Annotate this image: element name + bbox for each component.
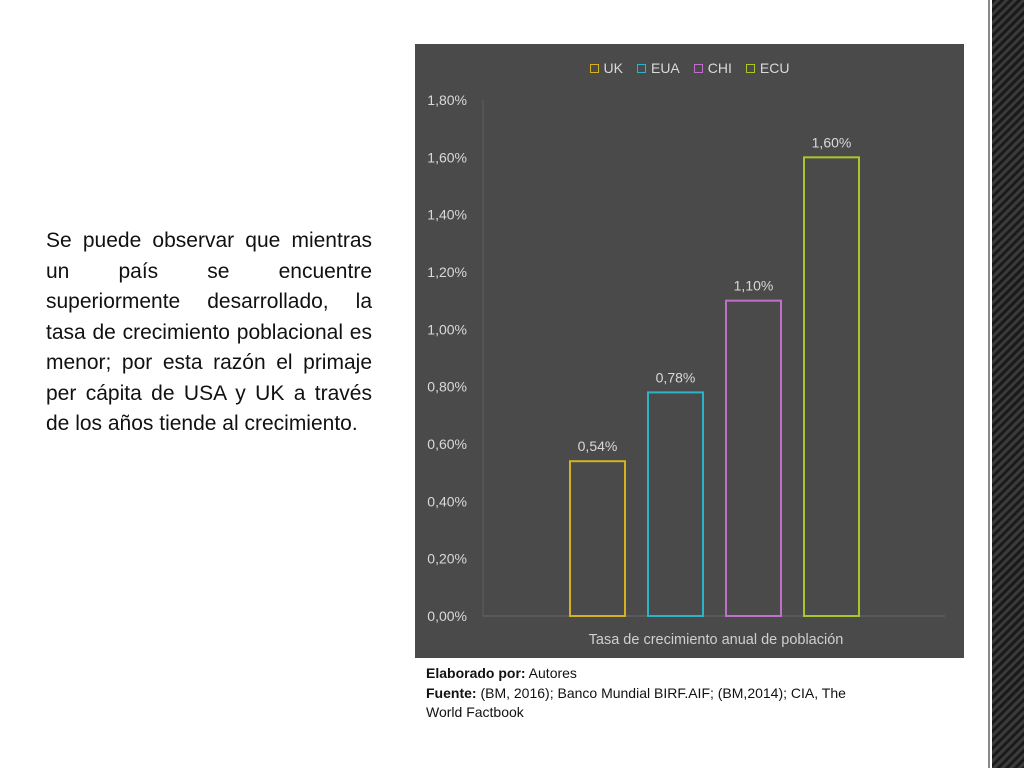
fuente-line: Fuente: (BM, 2016); Banco Mundial BIRF.A… xyxy=(426,684,864,723)
y-tick-label: 0,60% xyxy=(427,436,467,452)
decorative-line xyxy=(988,0,990,768)
y-tick-label: 1,40% xyxy=(427,207,467,223)
y-tick-label: 0,20% xyxy=(427,551,467,567)
legend-label: EUA xyxy=(650,60,680,76)
fuente-value: (BM, 2016); Banco Mundial BIRF.AIF; (BM,… xyxy=(426,684,846,721)
legend-swatch xyxy=(589,63,599,73)
author-line: Elaborado por: Autores xyxy=(426,664,864,684)
legend-item-eua: EUA xyxy=(636,60,680,76)
y-tick-label: 1,00% xyxy=(427,321,467,337)
chart-legend: UK EUA CHI ECU xyxy=(415,60,964,76)
bar-chi xyxy=(725,299,782,617)
y-tick-label: 0,40% xyxy=(427,493,467,509)
data-label-ecu: 1,60% xyxy=(812,134,852,150)
legend-swatch xyxy=(745,63,755,73)
data-label-uk: 0,54% xyxy=(578,438,618,454)
fuente-label: Fuente: xyxy=(426,684,477,701)
data-label-eua: 0,78% xyxy=(656,369,696,385)
y-tick-label: 1,80% xyxy=(427,92,467,108)
legend-item-uk: UK xyxy=(589,60,623,76)
source-notes: Elaborado por: Autores Fuente: (BM, 2016… xyxy=(426,664,864,723)
legend-label: ECU xyxy=(759,60,790,76)
legend-item-chi: CHI xyxy=(693,60,732,76)
y-tick-label: 0,80% xyxy=(427,379,467,395)
bar-uk xyxy=(569,460,626,618)
y-tick-label: 1,60% xyxy=(427,149,467,165)
data-label-chi: 1,10% xyxy=(734,278,774,294)
chart-plot: 0,00% 0,20% 0,40% 0,60% 0,80% 1,00% 1,20% 1,40%… xyxy=(427,92,945,648)
slide-body-text: Se puede observar que mientras un país s… xyxy=(46,229,372,435)
legend-swatch xyxy=(636,63,646,73)
legend-swatch xyxy=(693,63,703,73)
bar-ecu xyxy=(803,156,860,617)
author-value: Autores xyxy=(525,665,577,681)
y-tick-label: 0,00% xyxy=(427,608,467,624)
bar-eua xyxy=(647,391,704,617)
author-label: Elaborado por: xyxy=(426,665,526,681)
decorative-band xyxy=(992,0,1024,768)
y-tick-label: 1,20% xyxy=(427,264,467,280)
legend-item-ecu: ECU xyxy=(745,60,790,76)
legend-label: CHI xyxy=(707,60,732,76)
legend-label: UK xyxy=(603,60,623,76)
x-category-label: Tasa de crecimiento anual de población xyxy=(589,632,844,648)
bar-chart: UK EUA CHI ECU 0,00% 0,20% 0,40% 0,60% 0,80% 1,0… xyxy=(415,44,964,658)
